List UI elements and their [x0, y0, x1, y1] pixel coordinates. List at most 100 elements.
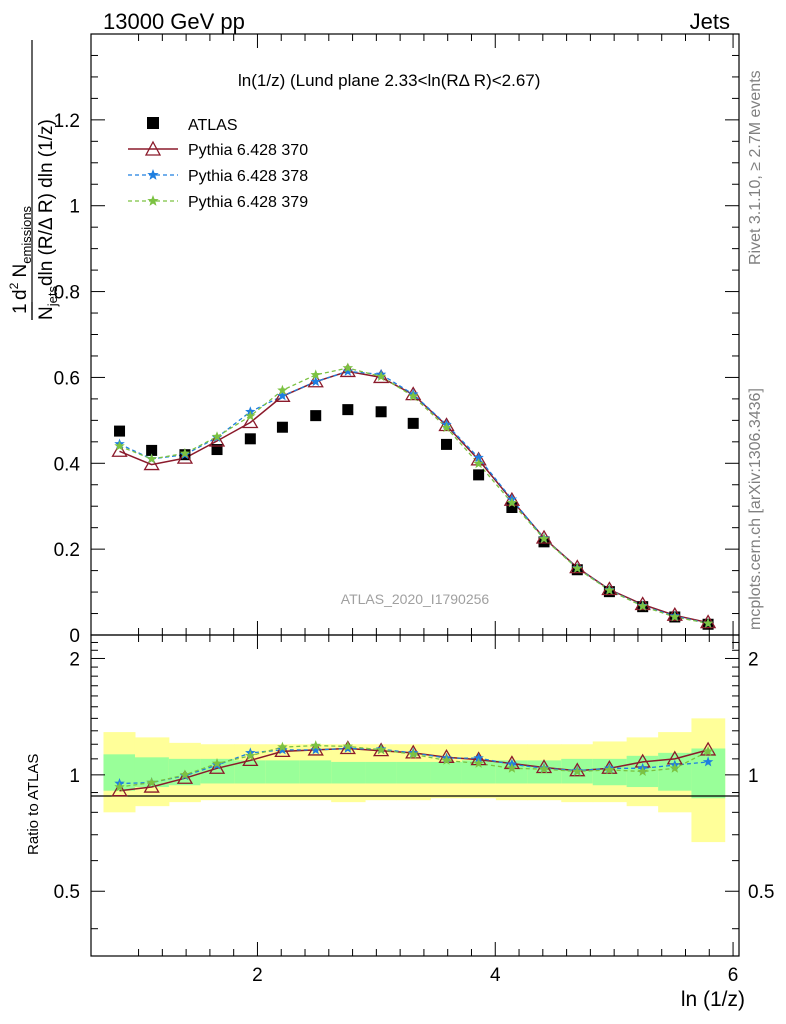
- ratio-band-inner: [265, 760, 301, 784]
- atlas-point: [211, 444, 223, 456]
- rivet-label: Rivet 3.1.10, ≥ 2.7M events: [747, 70, 764, 265]
- ratio-370-point: [242, 752, 259, 767]
- ratio-y-ticks: 0.5 0.5 1 1 2 2: [54, 641, 774, 930]
- series-379-point: [604, 584, 615, 595]
- ratio-379-point: [146, 777, 157, 787]
- main-x-ticks: [138, 34, 734, 635]
- series-370-point: [666, 606, 683, 621]
- series-378-point: [473, 452, 484, 463]
- main-y-tick-label: 1: [69, 197, 80, 218]
- ratio-379-point: [473, 758, 484, 768]
- series-379-point: [538, 533, 550, 544]
- ratio-379-point: [342, 740, 354, 751]
- series-379-point: [637, 600, 648, 611]
- legend-379-label: Pythia 6.428 379: [188, 194, 308, 211]
- series-379-point: [179, 447, 191, 458]
- header-left: 13000 GeV pp: [103, 9, 245, 34]
- ratio-370-point: [176, 769, 194, 784]
- header-right: Jets: [690, 9, 730, 34]
- ratio-370-point: [111, 782, 128, 797]
- series-378-point: [277, 390, 288, 401]
- legend-378-marker: [147, 169, 159, 180]
- ratio-379-point: [211, 758, 223, 768]
- legend-370-label: Pythia 6.428 370: [188, 142, 308, 159]
- ratio-y-tick-label-left: 1: [69, 766, 80, 787]
- ratio-370-point: [274, 743, 291, 758]
- series-379-point: [375, 371, 387, 381]
- series-378-point: [342, 365, 354, 376]
- svg-text:d2 Nemissions: d2 Nemissions: [7, 205, 34, 300]
- main-plot-area: [111, 362, 717, 630]
- main-y-tick-label: 1.2: [54, 111, 80, 132]
- ratio-379-point: [506, 762, 518, 773]
- series-370-point: [176, 449, 194, 464]
- legend-379-star: [147, 195, 159, 206]
- ratio-379-point: [637, 766, 648, 776]
- atlas-point: [407, 417, 419, 429]
- series-379-point: [441, 422, 452, 433]
- main-y-tick-label: 0.8: [54, 283, 80, 304]
- ratio-band-inner: [495, 760, 528, 784]
- ratio-y-tick-label-left: 2: [69, 649, 80, 670]
- ratio-379-point: [245, 750, 256, 761]
- ratio-370-point: [143, 778, 160, 793]
- x-axis-label: ln (1/z): [681, 988, 745, 1011]
- watermark: ATLAS_2020_I1790256: [341, 591, 490, 607]
- series-379-point: [277, 384, 288, 395]
- atlas-point: [342, 404, 354, 416]
- ratio-370-point: [535, 759, 553, 774]
- ratio-379-point: [408, 748, 419, 759]
- series-370-point: [699, 614, 717, 629]
- ratio-378-point: [310, 744, 321, 755]
- series-370-point: [111, 442, 128, 457]
- ratio-379-point: [538, 763, 550, 774]
- ratio-x-ticks: 2 4 6: [138, 635, 739, 986]
- atlas-point: [506, 502, 518, 514]
- ratio-band-inner: [461, 760, 497, 784]
- ratio-378-point: [473, 752, 484, 763]
- main-y-tick-label: 0.4: [54, 454, 81, 475]
- atlas-point: [244, 433, 256, 445]
- series-370-point: [143, 456, 160, 471]
- atlas-point: [114, 425, 126, 437]
- ratio-y-tick-label-right: 1: [748, 766, 759, 787]
- svg-text:Njetsdln (R/Δ R) dln (1/z): Njetsdln (R/Δ R) dln (1/z): [36, 119, 60, 320]
- series-379-point: [473, 458, 484, 469]
- x-tick-label: 2: [252, 965, 263, 986]
- ratio-379-point: [179, 769, 191, 780]
- plot-title: ln(1/z) (Lund plane 2.33<ln(RΔ R)<2.67): [238, 71, 540, 90]
- ratio-370-point: [208, 759, 226, 774]
- ratio-370-point: [372, 742, 390, 757]
- series-370-point: [242, 414, 259, 429]
- series-370-point: [208, 432, 226, 447]
- series-370-point: [634, 596, 651, 611]
- atlas-point: [276, 421, 288, 433]
- legend-378-label: Pythia 6.428 378: [188, 168, 308, 185]
- main-y-axis-label: 1 Njetsdln (R/Δ R) dln (1/z) d2 Nemissio…: [7, 40, 60, 320]
- ratio-y-axis-label: Ratio to ATLAS: [25, 754, 42, 855]
- main-y-tick-label: 0.2: [54, 540, 80, 561]
- ratio-plot-area: [111, 740, 717, 797]
- series-379-line: [119, 367, 709, 625]
- ratio-378-point: [702, 756, 714, 767]
- ratio-y-tick-label-right: 0.5: [748, 882, 774, 903]
- ratio-379-point: [702, 745, 714, 756]
- ratio-panel: 0.5 0.5 1 1 2 2 2 4 6: [54, 634, 774, 986]
- series-370-point: [372, 369, 390, 384]
- atlas-point: [375, 406, 387, 418]
- atlas-point: [538, 536, 550, 548]
- x-tick-label: 6: [728, 965, 739, 986]
- series-370-point: [503, 491, 521, 506]
- ratio-379-point: [604, 764, 615, 775]
- series-379-point: [114, 440, 125, 451]
- series-379-point: [669, 611, 680, 622]
- series-370-point: [438, 417, 455, 432]
- atlas-point: [473, 469, 485, 481]
- series-379-point: [146, 453, 157, 464]
- main-y-tick-label: 0: [69, 626, 80, 647]
- ratio-379-point: [277, 741, 288, 752]
- ratio-band-inner: [365, 761, 398, 784]
- ratio-bands: [103, 718, 726, 843]
- mcplots-label: mcplots.cern.ch [arXiv:1306.3436]: [747, 388, 764, 630]
